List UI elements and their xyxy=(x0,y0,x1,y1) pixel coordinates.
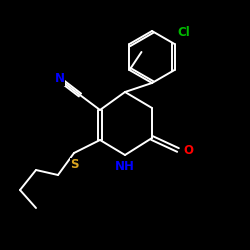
Text: O: O xyxy=(183,144,193,156)
Text: Cl: Cl xyxy=(178,26,190,38)
Text: S: S xyxy=(70,158,78,170)
Text: N: N xyxy=(55,72,65,86)
Text: NH: NH xyxy=(115,160,135,172)
